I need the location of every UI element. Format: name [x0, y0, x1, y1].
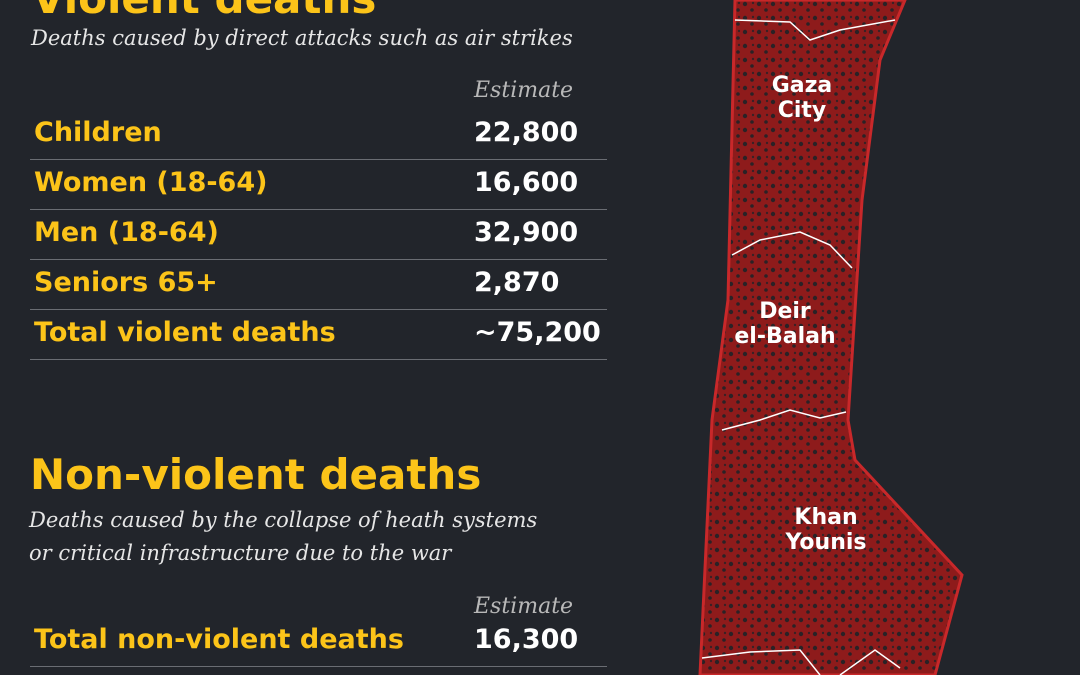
- row-value: 32,900: [474, 217, 579, 248]
- row-separator: [30, 309, 607, 310]
- row-value: 2,870: [474, 267, 560, 298]
- section-subtitle: Deaths caused by the collapse of heath s…: [29, 508, 538, 532]
- section-subtitle: or critical infrastructure due to the wa…: [29, 541, 452, 565]
- map-label: Younis: [785, 530, 867, 555]
- section-subtitle: Deaths caused by direct attacks such as …: [31, 26, 573, 50]
- map-label: Khan: [794, 505, 857, 530]
- map-label: Deir: [759, 299, 811, 324]
- region-border: [701, 649, 821, 675]
- region-border: [731, 231, 853, 269]
- region-border: [839, 649, 901, 675]
- row-label: Total non-violent deaths: [34, 624, 404, 655]
- column-header: Estimate: [474, 78, 574, 103]
- row-label: Total violent deaths: [34, 317, 336, 348]
- section-title: Violent deaths: [32, 0, 376, 23]
- row-label: Women (18-64): [34, 167, 268, 198]
- map-label: el-Balah: [734, 324, 835, 349]
- row-separator: [30, 359, 607, 360]
- row-value: 16,600: [474, 167, 579, 198]
- row-label: Men (18-64): [34, 217, 219, 248]
- map-label: Gaza: [772, 73, 833, 98]
- row-value: 22,800: [474, 117, 579, 148]
- gaza-strip: [698, 0, 964, 675]
- row-separator: [30, 666, 607, 667]
- column-header: Estimate: [474, 594, 574, 619]
- row-value: 16,300: [474, 624, 579, 655]
- row-value: ~75,200: [474, 317, 601, 348]
- row-separator: [30, 209, 607, 210]
- row-separator: [30, 159, 607, 160]
- row-label: Seniors 65+: [34, 267, 218, 298]
- map-label: City: [778, 98, 827, 123]
- section-title: Non-violent deaths: [30, 450, 482, 499]
- region-border: [734, 19, 896, 41]
- region-border: [721, 409, 847, 431]
- row-separator: [30, 259, 607, 260]
- row-label: Children: [34, 117, 162, 148]
